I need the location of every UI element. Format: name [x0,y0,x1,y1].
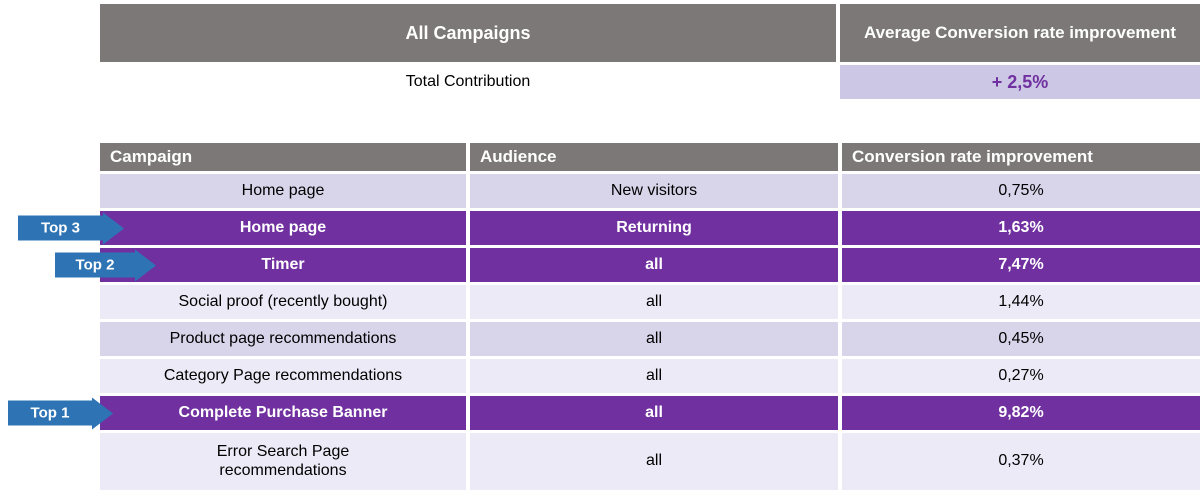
conversion-value-cell: 1,63% [842,211,1200,245]
campaign-cell: Complete Purchase Banner [100,396,466,430]
table-row: Category Page recommendations all 0,27% [100,359,1200,393]
table-row: Product page recommendations all 0,45% [100,322,1200,356]
top-rank-badge-label: Top 2 [75,256,115,274]
conversion-value-cell: 0,27% [842,359,1200,393]
table-row: Top 1 Complete Purchase Banner all 9,82% [8,396,1200,430]
summary-header-row: All Campaigns Average Conversion rate im… [100,4,1200,62]
table-row: Social proof (recently bought) all 1,44% [100,285,1200,319]
campaign-cell: Social proof (recently bought) [100,285,466,319]
campaign-cell: Home page [100,211,466,245]
audience-cell: all [470,433,838,490]
summary-header-all-campaigns: All Campaigns [100,4,836,62]
audience-cell: all [470,248,838,282]
campaigns-table-header: Campaign Audience Conversion rate improv… [100,143,1200,171]
conversion-value-cell: 0,45% [842,322,1200,356]
conversion-value-cell: 1,44% [842,285,1200,319]
table-row: Top 3 Home page Returning 1,63% [18,211,1200,245]
audience-cell: all [470,322,838,356]
column-header-conversion-rate-improvement: Conversion rate improvement [842,143,1200,171]
audience-cell: all [470,359,838,393]
campaign-cell: Home page [100,174,466,208]
table-row: Error Search Page recommendations all 0,… [100,433,1200,490]
summary-header-avg-improvement: Average Conversion rate improvement [840,4,1200,62]
top-rank-badge: Top 3 [18,215,103,241]
audience-cell: Returning [470,211,838,245]
audience-cell: all [470,285,838,319]
campaign-cell: Error Search Page recommendations [100,433,466,490]
campaign-cell: Timer [100,248,466,282]
conversion-value-cell: 0,37% [842,433,1200,490]
conversion-value-cell: 0,75% [842,174,1200,208]
total-contribution-label: Total Contribution [100,65,836,99]
campaign-cell: Product page recommendations [100,322,466,356]
top-rank-badge: Top 1 [8,400,92,426]
top-rank-badge-label: Top 3 [41,219,80,237]
total-contribution-value: + 2,5% [840,65,1200,99]
table-body: Home page New visitors 0,75% Top 3 Home … [8,174,1200,490]
summary-total-row: Total Contribution + 2,5% [100,65,1200,99]
column-header-audience: Audience [470,143,838,171]
table-row: Home page New visitors 0,75% [100,174,1200,208]
audience-cell: New visitors [470,174,838,208]
conversion-value-cell: 7,47% [842,248,1200,282]
top-rank-badge: Top 2 [55,252,135,278]
campaign-cell: Category Page recommendations [100,359,466,393]
top-rank-badge-label: Top 1 [30,404,70,422]
campaigns-table: Campaign Audience Conversion rate improv… [8,143,1200,490]
summary-table: All Campaigns Average Conversion rate im… [100,4,1200,99]
conversion-value-cell: 9,82% [842,396,1200,430]
audience-cell: all [470,396,838,430]
table-row: Top 2 Timer all 7,47% [55,248,1200,282]
column-header-campaign: Campaign [100,143,466,171]
